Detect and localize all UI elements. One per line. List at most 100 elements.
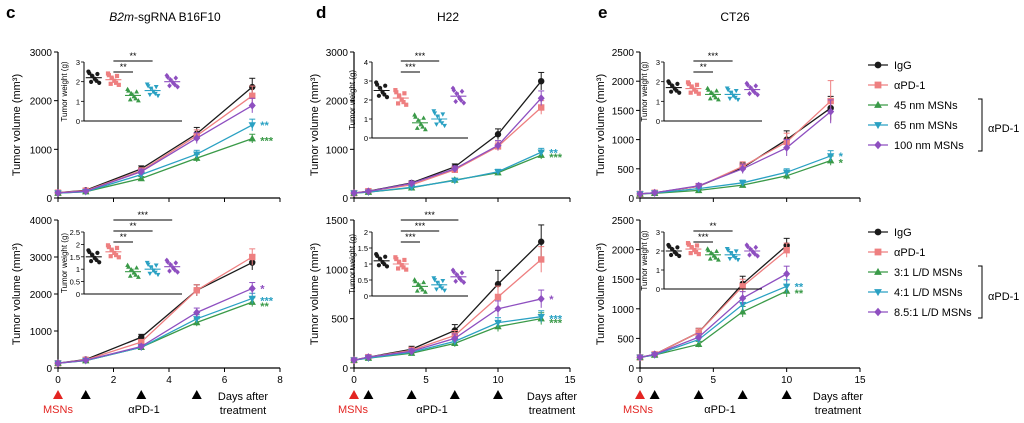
series-line xyxy=(639,111,832,195)
legend-label: 45 nm MSNs xyxy=(894,100,958,112)
y-tick-label: 2000 xyxy=(612,246,635,257)
panel-title-c: B2m-sgRNA B16F10 xyxy=(109,10,221,24)
inset-point xyxy=(97,260,102,265)
inset-point xyxy=(439,121,445,126)
inset-point xyxy=(168,261,173,268)
y-tick-label: 1000 xyxy=(612,136,635,147)
series-line xyxy=(57,138,253,194)
inset-point xyxy=(155,272,161,278)
inset-point xyxy=(440,112,446,117)
y-tick-label: 3000 xyxy=(326,48,349,59)
significance-label: *** xyxy=(549,318,563,330)
inset-point xyxy=(135,274,141,279)
inset-y-label: Tumor weight (g) xyxy=(60,61,69,122)
inset-e-bottom: 0 1 2 3 Tumor weight (g) ***** xyxy=(640,221,762,294)
inset-y-tick-label: 3 xyxy=(76,58,80,67)
x-tick-label: 0 xyxy=(351,375,357,386)
legend-top-bracket-label: αPD-1 xyxy=(988,123,1019,135)
legend-label: IgG xyxy=(894,60,912,72)
data-point xyxy=(137,167,145,176)
series-line xyxy=(639,155,831,195)
inset-bracket-label: ** xyxy=(120,62,128,72)
inset-point xyxy=(675,245,680,250)
inset-point xyxy=(669,252,674,258)
inset-e-top: 0 1 2 3 Tumor weight (g) ***** xyxy=(640,51,762,126)
inset-y-tick-label: 1 xyxy=(76,97,80,106)
inset-point xyxy=(116,82,121,87)
inset-point xyxy=(461,100,467,106)
data-point xyxy=(738,307,747,315)
inset-point xyxy=(715,257,721,262)
inset-point xyxy=(144,82,150,87)
xlabel-d-line2: treatment xyxy=(529,405,575,417)
data-point xyxy=(82,356,90,365)
inset-y-label: Tumor weight (g) xyxy=(348,70,357,131)
inset-y-tick-label: 3 xyxy=(656,58,660,67)
legend-marker xyxy=(874,228,882,236)
data-point xyxy=(248,101,256,110)
inset-point xyxy=(431,109,437,114)
inset-y-tick-label: 1.5 xyxy=(70,253,80,262)
data-point xyxy=(537,94,545,103)
inset-point xyxy=(669,246,675,252)
y-axis-label: Tumor volume (mm³) xyxy=(309,74,321,176)
significance-label: *** xyxy=(549,152,563,164)
series-line xyxy=(353,316,542,361)
panel-title-d: H22 xyxy=(437,10,459,24)
data-point xyxy=(695,329,702,336)
inset-point xyxy=(415,117,421,122)
data-point xyxy=(350,356,358,365)
inset-point xyxy=(414,125,420,130)
apd1-triangle xyxy=(136,390,147,399)
inset-point xyxy=(144,260,150,266)
inset-point xyxy=(755,92,760,98)
inset-y-tick-label: 0 xyxy=(656,285,660,294)
y-tick-label: 0 xyxy=(342,194,348,205)
inset-y-tick-label: 1 xyxy=(364,260,368,269)
x-tick-label: 15 xyxy=(564,375,576,386)
x-annotation-layer xyxy=(53,390,792,399)
inset-point xyxy=(396,266,401,271)
apd1-triangle xyxy=(80,390,91,399)
inset-point xyxy=(125,262,131,267)
inset-point xyxy=(694,82,700,87)
inset-point xyxy=(744,242,750,248)
inset-point xyxy=(384,264,390,269)
inset-y-tick-label: 0 xyxy=(364,292,368,301)
chart-c-bottom: 0 1000 2000 3000 4000 0 2 4 6 8 Tumor volume (mm³)… xyxy=(11,210,283,386)
xlabel-e-line2: treatment xyxy=(815,405,861,417)
inset-point xyxy=(167,268,172,274)
data-point xyxy=(782,283,791,291)
inset-point xyxy=(421,115,427,120)
inset-point xyxy=(714,248,720,253)
data-point xyxy=(694,340,703,348)
y-tick-label: 1500 xyxy=(612,106,635,117)
x-tick-label: 10 xyxy=(492,375,504,386)
data-point xyxy=(695,181,703,190)
data-point xyxy=(248,284,256,293)
data-point xyxy=(494,304,502,313)
inset-bracket-label: *** xyxy=(138,210,149,220)
inset-point xyxy=(134,89,140,94)
legend-bracket xyxy=(978,265,983,319)
inset-point xyxy=(747,252,752,258)
series-line xyxy=(57,297,253,364)
data-point xyxy=(494,293,502,301)
inset-point xyxy=(728,90,734,95)
inset-bracket-label: *** xyxy=(405,232,416,242)
inset-y-tick-label: 1 xyxy=(656,266,660,275)
inset-y-tick-label: 2 xyxy=(656,78,660,87)
data-point xyxy=(827,107,835,116)
inset-y-tick-label: 2 xyxy=(76,240,80,249)
significance-label: *** xyxy=(260,295,274,307)
inset-point xyxy=(708,250,714,255)
series-line xyxy=(57,301,253,364)
significance-label: *** xyxy=(260,136,274,148)
data-point xyxy=(54,188,62,197)
inset-point xyxy=(401,265,406,270)
apd1-triangle xyxy=(737,390,748,399)
y-tick-label: 2500 xyxy=(612,48,635,59)
inset-y-label: Tumor weight (g) xyxy=(640,61,649,122)
inset-point xyxy=(135,98,141,103)
